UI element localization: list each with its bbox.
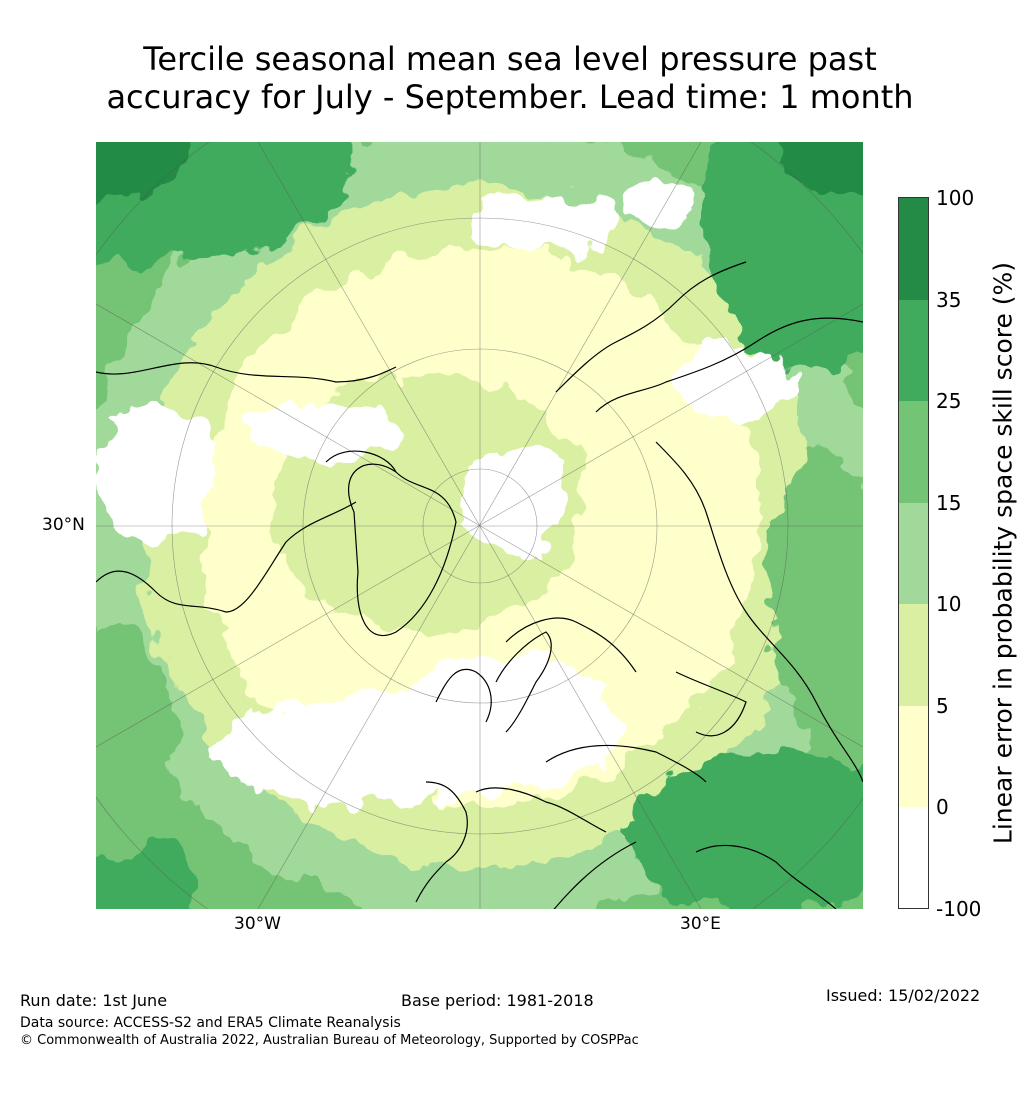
lon-label-30e: 30°E <box>680 914 721 934</box>
colorbar-title: Linear error in probability space skill … <box>988 261 1018 845</box>
colorbar-tick: 5 <box>936 694 949 718</box>
title-line-1: Tercile seasonal mean sea level pressure… <box>143 40 877 78</box>
colorbar-segment <box>899 807 928 908</box>
lon-label-30w: 30°W <box>234 914 281 934</box>
data-source: Data source: ACCESS-S2 and ERA5 Climate … <box>20 1015 401 1031</box>
colorbar-segment <box>899 604 928 706</box>
colorbar-segment <box>899 300 928 401</box>
chart-title: Tercile seasonal mean sea level pressure… <box>0 40 1020 116</box>
graticule <box>96 142 863 909</box>
copyright: © Commonwealth of Australia 2022, Austra… <box>20 1033 639 1048</box>
colorbar-tick: 25 <box>936 389 962 413</box>
lat-label-30n: 30°N <box>42 515 85 535</box>
base-period: Base period: 1981-2018 <box>401 991 594 1010</box>
colorbar-tick: 35 <box>936 288 962 312</box>
colorbar-segment <box>899 503 928 604</box>
colorbar-segment <box>899 198 928 300</box>
colorbar-tick: -100 <box>936 897 982 921</box>
polar-map <box>96 142 863 909</box>
run-date: Run date: 1st June <box>20 991 168 1010</box>
colorbar-segment <box>899 401 928 503</box>
colorbar-tick: 100 <box>936 186 975 210</box>
colorbar-segment <box>899 706 928 807</box>
colorbar <box>898 197 929 909</box>
colorbar-tick: 10 <box>936 592 962 616</box>
title-line-2: accuracy for July - September. Lead time… <box>106 78 914 116</box>
colorbar-tick: 0 <box>936 795 949 819</box>
skill-field <box>96 142 863 909</box>
issued-date: Issued: 15/02/2022 <box>826 986 981 1005</box>
coastlines <box>96 261 863 909</box>
colorbar-tick: 15 <box>936 491 962 515</box>
